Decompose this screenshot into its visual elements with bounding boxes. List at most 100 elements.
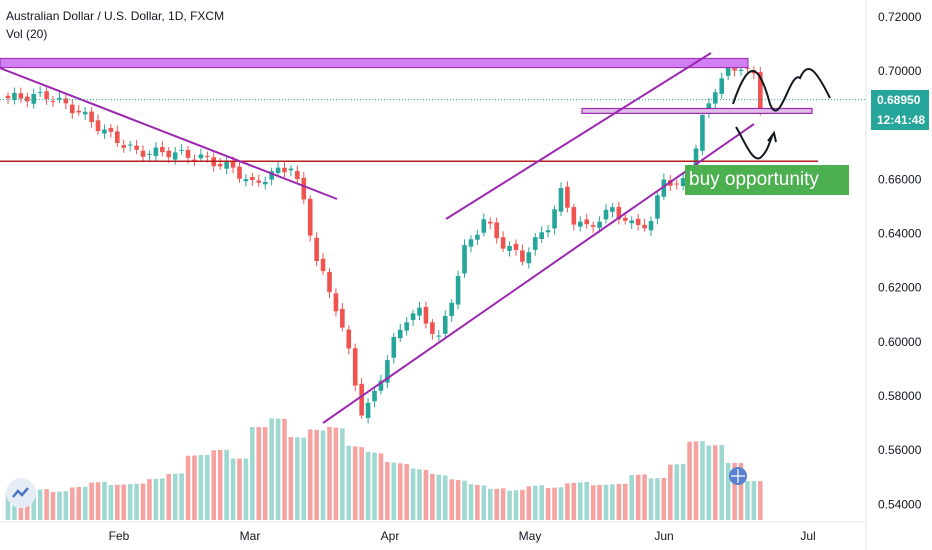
candle-body: [475, 234, 480, 240]
volume-bar: [436, 474, 442, 520]
y-tick-label: 0.62000: [878, 281, 922, 295]
volume-bar: [462, 480, 467, 520]
volume-bar: [571, 482, 577, 520]
y-tick-label: 0.60000: [878, 335, 922, 349]
candle-body: [552, 209, 557, 229]
candle-body: [436, 335, 442, 337]
candle-body: [385, 360, 390, 383]
volume-bar: [642, 474, 647, 520]
candle-body: [147, 153, 152, 155]
candle-body: [108, 127, 114, 132]
volume-bar: [346, 445, 352, 520]
candle-body: [295, 171, 300, 180]
volume-bar: [565, 483, 570, 520]
candle-body: [500, 237, 506, 249]
candle-body: [89, 111, 94, 123]
volume-bar: [417, 469, 422, 520]
volume-bar: [745, 481, 750, 520]
last-price-badge: 0.68950: [871, 90, 929, 110]
bounce-arrow: [735, 126, 777, 160]
candle-body: [230, 160, 236, 168]
candle-body: [513, 243, 519, 250]
volume-bar: [655, 478, 660, 520]
volume-bar: [520, 489, 525, 520]
candle-body: [732, 68, 737, 71]
volume-bar: [166, 473, 172, 520]
volume-bar: [44, 489, 49, 520]
volume-bar: [153, 478, 159, 520]
volume-bar: [700, 441, 705, 520]
volume-bar: [31, 490, 37, 520]
candle-body: [160, 147, 165, 153]
volume-bar: [584, 481, 589, 520]
volume-bar: [50, 491, 56, 520]
candle-body: [82, 111, 88, 115]
volume-bar: [603, 484, 609, 520]
resistance-zone: [0, 57, 749, 69]
volume-bar: [160, 478, 165, 520]
volume-bar: [577, 482, 583, 520]
y-tick-label: 0.58000: [878, 389, 922, 403]
candle-body: [57, 97, 62, 100]
volume-bar: [713, 445, 718, 520]
volume-bar: [108, 485, 114, 520]
volume-bar: [217, 449, 223, 520]
candle-body: [153, 147, 159, 156]
candle-body: [487, 221, 493, 224]
volume-bar: [500, 488, 506, 520]
candle-body: [565, 186, 570, 208]
candles: [5, 60, 763, 424]
y-tick-label: 0.56000: [878, 443, 922, 457]
candle-body: [539, 232, 544, 239]
volume-bar: [76, 487, 82, 520]
volume-bar: [192, 455, 197, 520]
volume-bar: [674, 464, 680, 520]
globe-icon: [729, 467, 747, 485]
candle-body: [352, 348, 358, 386]
candle-body: [346, 329, 352, 349]
candle-body: [262, 181, 268, 185]
volume-bar: [455, 480, 461, 520]
drawings: [0, 52, 866, 424]
volume-bar: [475, 484, 480, 520]
support-zone: [581, 107, 813, 114]
volume-bar: [539, 485, 544, 520]
candle-body: [713, 92, 718, 104]
candle-body: [745, 67, 750, 69]
volume-bar: [340, 428, 345, 520]
volume-bar: [237, 458, 242, 520]
candle-body: [275, 167, 281, 174]
tradingview-logo-icon[interactable]: [6, 478, 36, 508]
volume-bar: [442, 475, 448, 520]
volume-bar: [629, 475, 635, 520]
volume-bar: [198, 455, 204, 520]
candle-body: [655, 195, 660, 219]
candle-body: [571, 207, 577, 225]
y-tick-label: 0.72000: [878, 10, 922, 24]
candle-body: [102, 129, 107, 134]
candle-body: [455, 275, 461, 305]
candle-body: [192, 159, 197, 161]
volume-bar: [288, 436, 294, 520]
candle-body: [584, 219, 589, 225]
volume-bar: [224, 449, 229, 520]
candle-body: [423, 306, 429, 324]
volume-bar: [89, 482, 94, 520]
countdown-badge: 12:41:48: [871, 110, 929, 130]
candle-body: [674, 183, 680, 185]
volume-bar: [481, 485, 487, 520]
candle-body: [738, 69, 744, 71]
candle-body: [603, 209, 609, 220]
volume-bar: [590, 485, 596, 520]
volume-bar: [430, 474, 435, 520]
candle-body: [172, 152, 178, 160]
volume-bar: [667, 464, 673, 520]
volume-bar: [552, 487, 557, 520]
y-tick-label: 0.64000: [878, 227, 922, 241]
volume-bar: [449, 479, 454, 520]
candle-body: [468, 239, 474, 247]
volume-indicator-label: Vol (20): [6, 27, 48, 41]
volume-bar: [243, 458, 249, 520]
volume-bar: [385, 461, 390, 520]
